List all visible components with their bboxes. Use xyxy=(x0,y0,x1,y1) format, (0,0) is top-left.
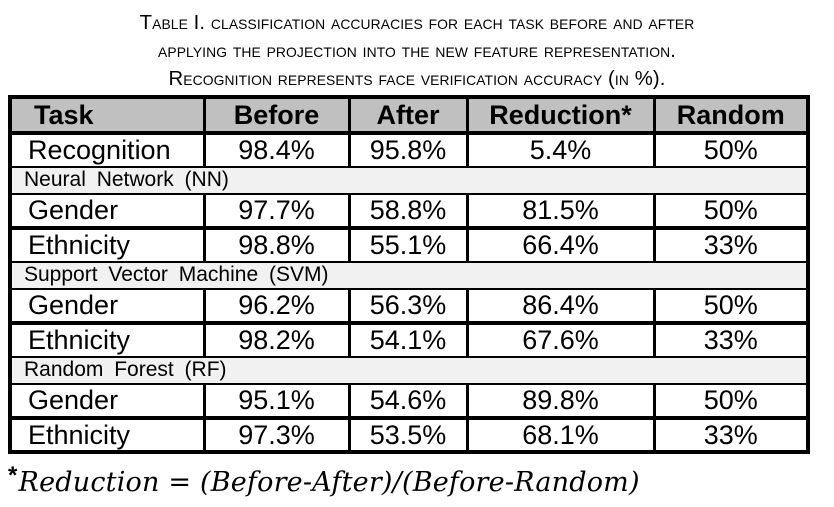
section-row-random-forest: Random Forest (RF) xyxy=(8,356,810,385)
section-row-svm: Support Vector Machine (SVM) xyxy=(8,261,810,290)
cell-task: Gender xyxy=(8,193,206,230)
header-row: Task Before After Reduction* Random xyxy=(8,95,810,135)
cell-task: Ethnicity xyxy=(8,417,206,453)
caption-line: Recognition represents face verification… xyxy=(168,67,666,90)
cell-reduction: 81.5% xyxy=(465,193,656,230)
cell-random: 50% xyxy=(652,132,810,168)
cell-random: 50% xyxy=(652,288,810,325)
cell-before: 97.3% xyxy=(202,417,351,453)
header-cell-after: After xyxy=(347,95,469,135)
cell-after: 55.1% xyxy=(347,227,469,263)
cell-before: 97.7% xyxy=(202,193,351,230)
cell-reduction: 66.4% xyxy=(465,227,656,263)
header-cell-task: Task xyxy=(8,95,206,135)
table-caption: Table I. classification accuracies for e… xyxy=(4,0,830,95)
table-row-recognition: Recognition 98.4% 95.8% 5.4% 50% xyxy=(8,132,810,168)
cell-random: 50% xyxy=(652,383,810,420)
section-label: Neural Network (NN) xyxy=(8,166,810,195)
section-label: Support Vector Machine (SVM) xyxy=(8,261,810,290)
section-row-neural-network: Neural Network (NN) xyxy=(8,166,810,195)
cell-task: Ethnicity xyxy=(8,227,206,263)
cell-random: 50% xyxy=(652,193,810,230)
cell-before: 96.2% xyxy=(202,288,351,325)
cell-reduction: 89.8% xyxy=(465,383,656,420)
header-cell-before: Before xyxy=(202,95,351,135)
caption-line: applying the projection into the new fea… xyxy=(158,39,676,62)
cell-reduction: 67.6% xyxy=(465,322,656,358)
cell-task: Gender xyxy=(8,288,206,325)
cell-random: 33% xyxy=(652,417,810,453)
section-label: Random Forest (RF) xyxy=(8,356,810,385)
cell-before: 98.2% xyxy=(202,322,351,358)
header-cell-random: Random xyxy=(652,95,810,135)
footnote-text: Reduction = (Before-After)/(Before-Rando… xyxy=(18,467,640,498)
cell-after: 54.1% xyxy=(347,322,469,358)
table-row-svm-gender: Gender 96.2% 56.3% 86.4% 50% xyxy=(8,288,810,325)
cell-before: 98.4% xyxy=(202,132,351,168)
table-row-rf-gender: Gender 95.1% 54.6% 89.8% 50% xyxy=(8,383,810,420)
cell-task: Recognition xyxy=(8,132,206,168)
cell-random: 33% xyxy=(652,227,810,263)
caption-line: Table I. classification accuracies for e… xyxy=(139,11,695,34)
table-row-svm-ethnicity: Ethnicity 98.2% 54.1% 67.6% 33% xyxy=(8,322,810,358)
cell-task: Gender xyxy=(8,383,206,420)
cell-after: 95.8% xyxy=(347,132,469,168)
cell-reduction: 86.4% xyxy=(465,288,656,325)
table-row-nn-ethnicity: Ethnicity 98.8% 55.1% 66.4% 33% xyxy=(8,227,810,263)
cell-before: 98.8% xyxy=(202,227,351,263)
table-row-rf-ethnicity: Ethnicity 97.3% 53.5% 68.1% 33% xyxy=(8,417,810,453)
cell-reduction: 68.1% xyxy=(465,417,656,453)
cell-after: 56.3% xyxy=(347,288,469,325)
header-cell-reduction: Reduction* xyxy=(465,95,656,135)
footnote-marker: * xyxy=(8,462,18,489)
results-table: Task Before After Reduction* Random Reco… xyxy=(8,95,810,454)
footnote: *Reduction = (Before-After)/(Before-Rand… xyxy=(8,458,834,501)
cell-after: 53.5% xyxy=(347,417,469,453)
cell-task: Ethnicity xyxy=(8,322,206,358)
cell-after: 58.8% xyxy=(347,193,469,230)
cell-after: 54.6% xyxy=(347,383,469,420)
cell-random: 33% xyxy=(652,322,810,358)
cell-reduction: 5.4% xyxy=(465,132,656,168)
table-row-nn-gender: Gender 97.7% 58.8% 81.5% 50% xyxy=(8,193,810,230)
cell-before: 95.1% xyxy=(202,383,351,420)
